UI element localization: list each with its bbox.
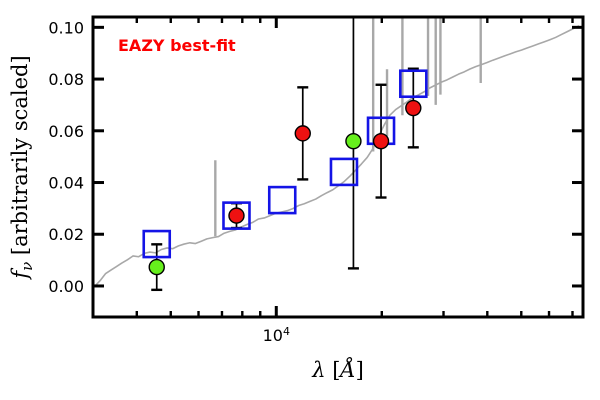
best-fit-spectrum-line (94, 25, 580, 287)
model-flux-marker (399, 69, 428, 99)
model-flux-marker (222, 201, 251, 230)
y-axis-ticks (93, 25, 583, 288)
data-point-marker (148, 258, 165, 276)
best-fit-annotation: EAZY best-fit (118, 36, 236, 55)
data-point-marker (405, 99, 422, 117)
x-axis-title: λ [Å] (311, 357, 364, 382)
photometry-markers (148, 99, 422, 276)
y-tick-label: 0.06 (48, 122, 84, 141)
y-tick-label: 0.04 (48, 174, 84, 193)
y-tick-label: 0.08 (48, 70, 84, 89)
data-point-marker (345, 132, 362, 150)
y-tick-label: 0.00 (48, 277, 84, 296)
model-flux-marker (267, 185, 297, 215)
y-tick-label: 0.02 (48, 225, 84, 244)
y-tick-label: 0.10 (48, 18, 84, 37)
data-point-marker (228, 207, 245, 224)
x-axis-tick-labels: 104 (263, 325, 290, 345)
axes-frame (91, 15, 585, 319)
x-tick-label: 104 (263, 325, 290, 345)
plot-area-background (93, 17, 583, 317)
data-point-marker (372, 132, 390, 150)
model-flux-marker (142, 229, 172, 259)
y-axis-title: fν [arbitrarily scaled] (8, 55, 36, 280)
data-point-marker (294, 125, 311, 142)
x-axis-ticks (135, 17, 574, 317)
emission-line-spikes (214, 17, 482, 237)
model-flux-marker (329, 157, 359, 187)
y-axis-tick-labels: 0.00 0.02 0.04 0.06 0.08 0.10 (48, 18, 84, 296)
